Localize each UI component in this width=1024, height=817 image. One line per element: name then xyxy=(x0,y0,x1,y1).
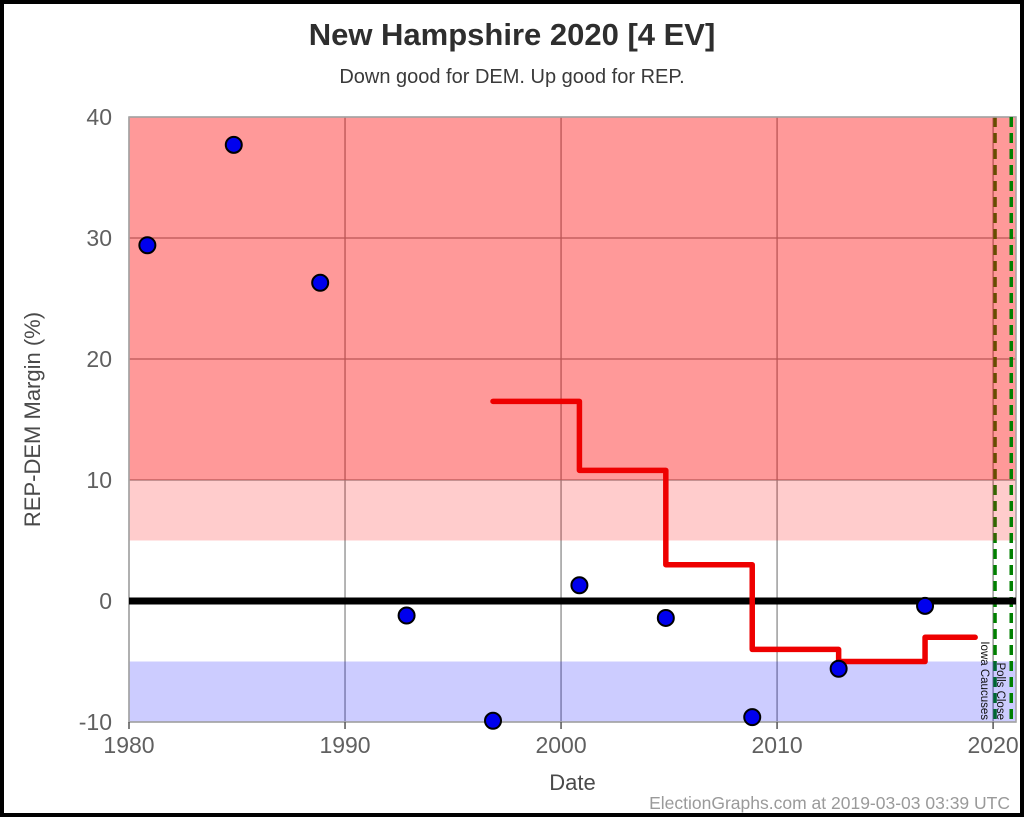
margin-zones xyxy=(129,117,1016,722)
x-tick-label: 2020 xyxy=(968,732,1019,758)
election-result-point xyxy=(138,236,157,255)
y-tick-label: 10 xyxy=(86,467,112,493)
chart-subtitle: Down good for DEM. Up good for REP. xyxy=(339,66,685,88)
plot-border xyxy=(128,116,1017,723)
election-result-point xyxy=(484,711,503,730)
x-axis-title: Date xyxy=(549,770,595,795)
election-result-point xyxy=(570,576,589,595)
election-result-point xyxy=(397,606,416,625)
election-result-points xyxy=(138,135,935,730)
election-result-point xyxy=(311,273,330,292)
weak-dem-zone xyxy=(129,661,1016,722)
strong-rep-zone xyxy=(129,117,1016,480)
election-result-point xyxy=(224,135,243,154)
weak-rep-zone xyxy=(129,480,1016,541)
credit-line: ElectionGraphs.com at 2019-03-03 03:39 U… xyxy=(649,793,1010,813)
polls-close-label: Polls Close xyxy=(994,662,1006,720)
x-tick-label: 2010 xyxy=(751,732,802,758)
x-tick-label: 1980 xyxy=(103,732,154,758)
chart-title: New Hampshire 2020 [4 EV] xyxy=(308,17,716,52)
iowa-caucuses-label: Iowa Caucuses xyxy=(978,641,990,720)
y-tick-label: 20 xyxy=(86,346,112,372)
y-tick-label: 0 xyxy=(99,588,112,614)
election-result-point xyxy=(743,708,762,727)
y-tick-label: -10 xyxy=(79,709,112,735)
y-tick-label: 40 xyxy=(86,104,112,130)
poll-average-step-line xyxy=(490,398,978,665)
y-axis-title: REP-DEM Margin (%) xyxy=(20,312,45,527)
x-tick-label: 2000 xyxy=(535,732,586,758)
x-tick-label: 1990 xyxy=(319,732,370,758)
election-result-point xyxy=(829,659,848,678)
y-tick-label: 30 xyxy=(86,225,112,251)
election-result-point xyxy=(916,596,935,615)
election-result-point xyxy=(656,608,675,627)
event-labels: Iowa Caucuses Polls Close xyxy=(978,641,1006,720)
axes: 1980 1990 2000 2010 2020 -10 0 10 20 30 40 Date REP-… xyxy=(20,104,1019,795)
